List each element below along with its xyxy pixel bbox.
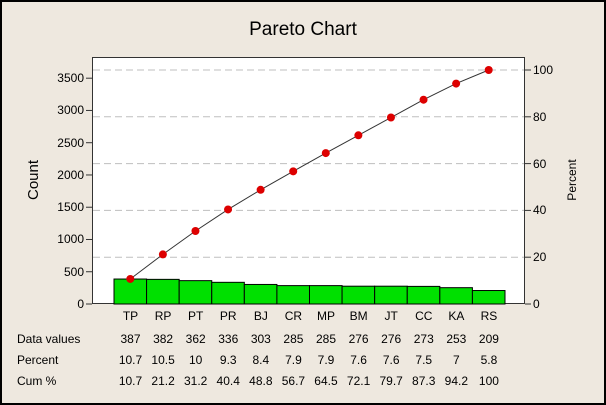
table-cell: 336	[218, 332, 239, 346]
percent-tick-label: 20	[533, 250, 547, 265]
table-cell: 48.8	[249, 374, 273, 388]
table-cell: 5.8	[480, 353, 498, 367]
cum-point-BM	[354, 131, 363, 140]
bar-CR	[276, 285, 310, 305]
plot-frame	[92, 57, 525, 304]
count-tick-label: 2500	[57, 135, 84, 150]
category-label-RP: RP	[154, 309, 172, 323]
bar-MP	[308, 285, 343, 305]
table-cell: 285	[315, 332, 336, 346]
table-cell: 79.7	[379, 374, 403, 388]
table-cell: 21.2	[151, 374, 175, 388]
bar-BJ	[243, 283, 278, 305]
bar-RP	[146, 278, 180, 305]
percent-tick-label: 60	[533, 156, 547, 171]
chart-canvas	[86, 57, 531, 305]
bar-RS	[471, 290, 506, 305]
cum-point-PT	[191, 226, 200, 235]
category-label-CC: CC	[415, 309, 433, 323]
table-cell: 387	[120, 332, 141, 346]
bar-PR	[211, 281, 245, 305]
table-cell: 56.7	[281, 374, 306, 388]
bar-JT	[374, 285, 408, 305]
category-label-BM: BM	[349, 309, 368, 323]
bar-PT	[178, 280, 213, 305]
category-label-CR: CR	[284, 309, 303, 323]
chart-title: Pareto Chart	[249, 19, 357, 40]
count-tick-label: 3000	[57, 103, 84, 118]
table-cell: 7.6	[382, 353, 400, 367]
bar-CC	[406, 285, 441, 305]
cum-point-TP	[126, 274, 135, 283]
category-label-JT: JT	[384, 309, 398, 323]
table-cell: 7.9	[317, 353, 335, 367]
count-tick-label: 1500	[57, 200, 84, 215]
table-cell: 253	[446, 332, 467, 346]
category-label-KA: KA	[448, 309, 465, 323]
table-cell: 7.9	[285, 353, 302, 367]
cum-point-CR	[289, 167, 298, 176]
count-tick-label: 500	[63, 264, 84, 279]
count-tick-label: 3500	[57, 71, 84, 86]
count-tick-label: 2000	[57, 167, 84, 182]
table-cell: 7.5	[415, 353, 433, 367]
table-cell: 7.6	[350, 353, 367, 367]
cum-point-KA	[452, 79, 461, 88]
bar-BM	[341, 285, 376, 305]
cum-point-RS	[484, 66, 493, 74]
table-cell: 100	[478, 374, 499, 388]
cum-point-JT	[386, 113, 395, 122]
plot-area	[86, 57, 531, 305]
table-cell: 276	[348, 332, 369, 346]
cum-point-CC	[419, 95, 428, 104]
percent-tick-label: 100	[533, 63, 554, 77]
percent-tick-label: 80	[533, 109, 547, 124]
table-cell: 10	[188, 353, 203, 367]
cum-point-RP	[158, 250, 167, 259]
table-row-label-percent: Percent	[17, 353, 59, 367]
cumulative-line	[129, 69, 489, 280]
table-cell: 9.3	[219, 353, 237, 367]
table-cell: 276	[381, 332, 402, 346]
table-cell: 64.5	[314, 374, 338, 388]
table-cell: 273	[413, 332, 434, 346]
bar-KA	[439, 287, 473, 305]
count-tick-label: 1000	[57, 232, 84, 247]
cum-point-BJ	[256, 185, 265, 194]
percent-tick-label: 0	[533, 297, 540, 311]
table-row-label-cum-pct: Cum %	[17, 374, 57, 388]
table-cell: 362	[185, 332, 206, 346]
cum-point-MP	[321, 149, 330, 158]
table-cell: 209	[478, 332, 499, 346]
table-cell: 382	[153, 332, 174, 346]
table-cell: 285	[283, 332, 304, 346]
category-label-PR: PR	[219, 309, 237, 323]
category-label-BJ: BJ	[253, 309, 268, 323]
table-cell: 87.3	[412, 374, 436, 388]
table-cell: 303	[250, 332, 271, 346]
cum-point-PR	[224, 205, 233, 214]
table-cell: 8.4	[252, 353, 270, 367]
table-cell: 10.7	[118, 374, 143, 388]
table-cell: 94.2	[444, 374, 468, 388]
category-label-TP: TP	[122, 309, 139, 323]
table-cell: 10.5	[151, 353, 175, 367]
table-cell: 10.7	[118, 353, 143, 367]
table-cell: 40.4	[216, 374, 240, 388]
percent-tick-label: 40	[533, 203, 547, 218]
table-cell: 72.1	[346, 374, 371, 388]
table-cell: 7	[452, 353, 460, 367]
count-tick-label: 0	[77, 297, 84, 311]
table-row-label-data-values: Data values	[17, 332, 81, 346]
category-label-PT: PT	[187, 309, 204, 323]
category-label-MP: MP	[316, 309, 335, 323]
category-label-RS: RS	[480, 309, 498, 323]
table-cell: 31.2	[183, 374, 208, 388]
